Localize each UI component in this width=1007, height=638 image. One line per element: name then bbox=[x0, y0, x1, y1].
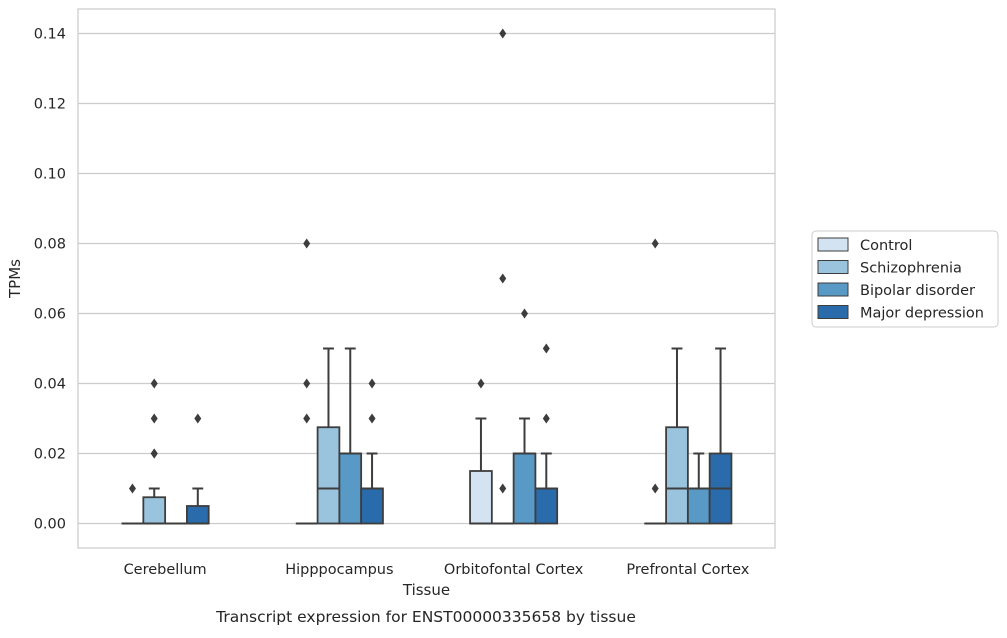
outlier-point bbox=[477, 378, 485, 389]
legend-frame bbox=[811, 230, 999, 328]
box bbox=[534, 487, 559, 525]
box bbox=[686, 487, 711, 525]
legend-swatch bbox=[817, 305, 849, 319]
outlier-point bbox=[128, 483, 136, 494]
box-group bbox=[316, 347, 341, 525]
box-plots bbox=[121, 28, 733, 525]
y-tick-label: 0.08 bbox=[34, 237, 66, 253]
outlier-point bbox=[499, 483, 507, 494]
x-tick-label: Hipppocampus bbox=[285, 562, 393, 578]
box bbox=[338, 452, 363, 525]
y-tick-label: 0.00 bbox=[34, 517, 66, 533]
box bbox=[316, 426, 341, 525]
outlier-point bbox=[542, 343, 550, 354]
box-group bbox=[534, 343, 559, 525]
outlier-point bbox=[499, 28, 507, 39]
legend-label: Schizophrenia bbox=[860, 261, 962, 277]
outlier-point bbox=[303, 238, 311, 249]
y-tick-label: 0.06 bbox=[34, 307, 66, 323]
outlier-point bbox=[368, 413, 376, 424]
x-tick-label: Orbitofontal Cortex bbox=[444, 562, 584, 578]
legend-swatch bbox=[817, 282, 849, 297]
legend: Control Schizophrenia Bipolar disorder Majo… bbox=[811, 230, 999, 328]
x-axis-ticks: Cerebellum Hipppocampus Orbitofontal Corte… bbox=[124, 562, 750, 578]
outlier-point bbox=[150, 413, 158, 424]
box bbox=[142, 496, 167, 525]
outlier-point bbox=[499, 273, 507, 284]
box-group bbox=[708, 347, 733, 525]
outlier-point bbox=[303, 378, 311, 389]
y-tick-label: 0.10 bbox=[34, 167, 66, 183]
legend-swatch bbox=[817, 237, 849, 252]
x-tick-label: Cerebellum bbox=[124, 562, 207, 578]
box-group bbox=[186, 413, 210, 525]
outlier-point bbox=[651, 238, 659, 249]
y-tick-label: 0.02 bbox=[34, 447, 66, 463]
box-group bbox=[665, 347, 689, 525]
box-group bbox=[142, 378, 167, 525]
box bbox=[186, 505, 210, 525]
x-tick-label: Prefrontal Cortex bbox=[626, 562, 749, 578]
outlier-point bbox=[150, 448, 158, 459]
outlier-point bbox=[651, 483, 659, 494]
y-axis-ticks: 0.00 0.02 0.04 0.06 0.08 0.10 0.12 0.14 bbox=[34, 27, 66, 533]
plot-frame bbox=[77, 8, 776, 549]
box-group bbox=[295, 238, 318, 525]
box-group bbox=[338, 347, 363, 525]
legend-label: Control bbox=[860, 238, 912, 254]
legend-label: Bipolar disorder bbox=[860, 283, 975, 299]
outlier-point bbox=[303, 413, 311, 424]
box-group bbox=[469, 378, 493, 525]
outlier-point bbox=[194, 413, 202, 424]
box bbox=[469, 470, 493, 525]
y-axis-label: TPMs bbox=[6, 259, 24, 299]
box-group bbox=[491, 28, 514, 525]
legend-label: Major depression bbox=[860, 306, 984, 322]
box-group bbox=[644, 238, 667, 525]
outlier-point bbox=[150, 378, 158, 389]
box bbox=[360, 487, 384, 525]
box-group bbox=[686, 452, 711, 525]
outlier-point bbox=[368, 378, 376, 389]
grid-lines bbox=[78, 32, 775, 525]
box bbox=[512, 452, 537, 525]
y-tick-label: 0.12 bbox=[34, 97, 66, 113]
y-tick-label: 0.04 bbox=[34, 377, 66, 393]
box-group bbox=[512, 308, 537, 525]
legend-swatch bbox=[817, 260, 849, 274]
outlier-point bbox=[521, 308, 529, 319]
outlier-point bbox=[542, 413, 550, 424]
box-group bbox=[121, 483, 144, 525]
x-axis-label: Tissue bbox=[402, 581, 450, 599]
box-group bbox=[360, 378, 384, 525]
chart-caption: Transcript expression for ENST0000033565… bbox=[215, 608, 636, 626]
y-tick-label: 0.14 bbox=[34, 27, 66, 43]
box bbox=[665, 426, 689, 525]
